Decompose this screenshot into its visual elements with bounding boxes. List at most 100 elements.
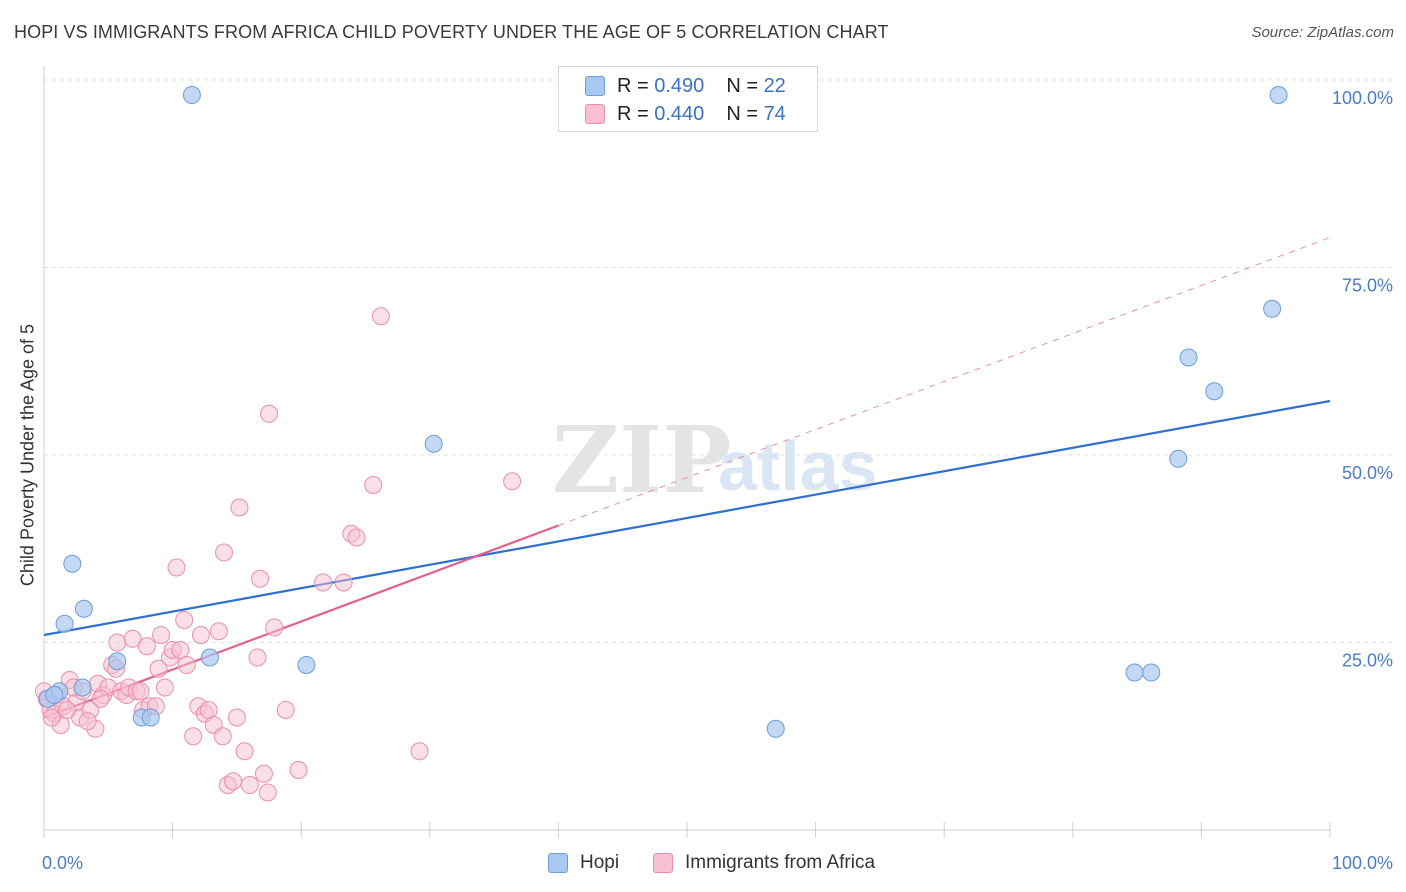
africa-point [230,498,249,517]
source-label: Source: ZipAtlas.com [1251,24,1394,41]
africa-point [149,659,168,678]
africa-point [260,404,279,423]
hopi-point [108,652,127,671]
hopi-legend-label: Hopi [580,852,620,873]
watermark-zip: ZIP [552,406,731,514]
africa-point [265,618,284,637]
africa-point [224,772,243,791]
africa-point [364,476,383,494]
africa-n-label: N = [726,102,764,125]
hopi-point [73,678,92,697]
hopi-point [200,648,219,667]
africa-point [184,727,203,746]
legend-item-hopi: Hopi [548,852,619,874]
hopi-swatch [585,76,605,96]
africa-point [276,701,295,719]
africa-point [503,472,522,491]
hopi-point [74,599,93,618]
africa-point [155,678,174,697]
series-hopi-points [38,86,1288,738]
hopi-trend-line [43,399,1331,637]
y-tick-label: 75.0% [1342,276,1393,296]
hopi-point [1169,449,1188,468]
africa-point [137,637,156,656]
africa-point [177,656,196,674]
africa-point [371,307,390,326]
africa-point [123,629,142,648]
africa-r-value: 0.440 [654,102,705,125]
hopi-point [1125,663,1144,682]
hopi-r-label: R = [617,74,655,97]
trend-lines [43,237,1331,719]
hopi-point [424,434,443,453]
tick-labels: 25.0% 50.0% 75.0% 100.0% 0.0% 100.0% [42,88,1393,873]
africa-point [410,742,429,761]
africa-point [248,648,267,667]
africa-point [334,573,353,592]
africa-point [78,712,97,731]
hopi-point [1263,299,1282,318]
africa-point [152,626,171,644]
africa-point [42,708,61,727]
africa-point [235,742,254,761]
x-tick-label-max: 100.0% [1332,853,1393,873]
hopi-point [45,686,64,704]
africa-point [108,633,127,652]
series-africa-points [35,307,522,802]
hopi-point [55,614,74,633]
hopi-point [1142,663,1161,682]
hopi-n-label: N = [726,74,764,97]
africa-point [215,543,234,562]
hopi-point [63,554,82,573]
gridlines [44,79,1392,643]
hopi-point [766,719,785,738]
x-tick-label-min: 0.0% [42,853,83,873]
chart-title: HOPI VS IMMIGRANTS FROM AFRICA CHILD POV… [14,22,889,42]
africa-point [175,611,194,629]
hopi-point [297,656,316,674]
y-tick-label: 100.0% [1332,88,1393,108]
africa-point [131,682,150,701]
africa-point [289,761,308,779]
hopi-point [1205,382,1224,401]
africa-point [254,764,273,783]
africa-point [91,689,110,708]
africa-point [199,701,218,719]
watermark-atlas: atlas [718,427,878,505]
series-legend: Hopi Immigrants from Africa [0,852,1406,878]
hopi-point [1269,86,1288,104]
hopi-legend-swatch [548,853,568,873]
legend-item-africa: Immigrants from Africa [653,852,875,874]
y-axis-label: Child Poverty Under the Age of 5 [17,323,38,587]
hopi-r-value: 0.490 [654,74,705,97]
africa-point [240,776,259,794]
hopi-point [1179,348,1198,367]
africa-n-value: 74 [763,102,786,125]
legend-row-hopi: R = 0.490 N = 22 [585,74,786,98]
africa-legend-swatch [653,853,673,873]
hopi-point [141,708,160,727]
africa-point [209,622,228,641]
africa-point [314,573,333,592]
correlation-legend: R = 0.490 N = 22 R = 0.440 N = 74 [558,66,818,132]
africa-legend-label: Immigrants from Africa [685,852,876,873]
africa-point [58,701,77,719]
africa-point [347,528,366,547]
legend-row-africa: R = 0.440 N = 74 [585,102,786,126]
africa-r-label: R = [617,102,655,125]
y-tick-label: 25.0% [1342,651,1393,671]
africa-point [167,558,186,577]
y-tick-label: 50.0% [1342,463,1393,483]
africa-swatch [585,104,605,124]
africa-point [171,641,190,659]
africa-point [191,626,210,644]
africa-point [251,569,270,588]
africa-trend-extension [558,237,1331,526]
africa-point [258,783,277,802]
hopi-n-value: 22 [763,74,786,97]
hopi-point [182,86,201,104]
africa-point [227,708,246,727]
africa-point [213,727,232,746]
